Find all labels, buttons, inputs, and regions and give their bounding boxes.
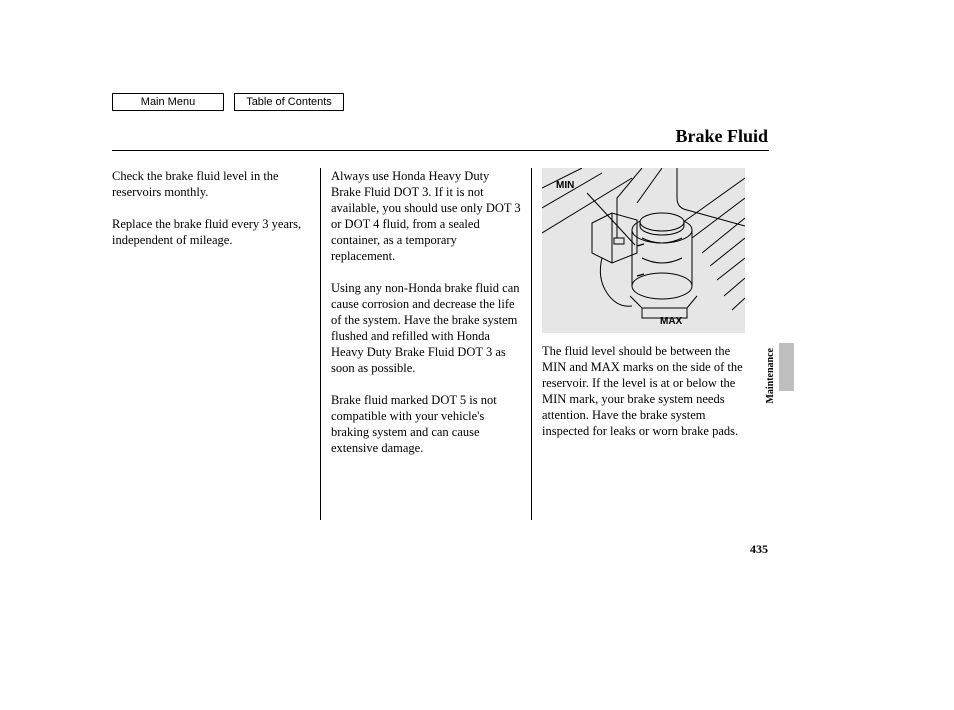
min-label: MIN bbox=[556, 180, 574, 193]
col1-p2: Replace the brake fluid every 3 years, i… bbox=[112, 216, 310, 248]
max-label: MAX bbox=[660, 316, 682, 329]
section-label: Maintenance bbox=[765, 348, 776, 404]
nav-buttons: Main Menu Table of Contents bbox=[112, 93, 344, 111]
content-columns: Check the brake fluid level in the reser… bbox=[112, 168, 747, 520]
title-rule bbox=[112, 150, 769, 151]
col2-p2: Using any non-Honda brake fluid can caus… bbox=[331, 280, 521, 376]
col2-p1: Always use Honda Heavy Duty Brake Fluid … bbox=[331, 168, 521, 264]
col1-p1: Check the brake fluid level in the reser… bbox=[112, 168, 310, 200]
column-2: Always use Honda Heavy Duty Brake Fluid … bbox=[320, 168, 532, 520]
reservoir-illustration: MIN MAX bbox=[542, 168, 745, 333]
column-1: Check the brake fluid level in the reser… bbox=[112, 168, 320, 520]
main-menu-button[interactable]: Main Menu bbox=[112, 93, 224, 111]
col3-p1: The fluid level should be between the MI… bbox=[542, 343, 747, 439]
page-title: Brake Fluid bbox=[675, 126, 768, 147]
page-number: 435 bbox=[750, 542, 768, 557]
side-tab bbox=[779, 343, 794, 391]
col2-p3: Brake fluid marked DOT 5 is not compatib… bbox=[331, 392, 521, 456]
column-3: MIN MAX The fluid level should be betwee… bbox=[532, 168, 747, 520]
toc-button[interactable]: Table of Contents bbox=[234, 93, 344, 111]
